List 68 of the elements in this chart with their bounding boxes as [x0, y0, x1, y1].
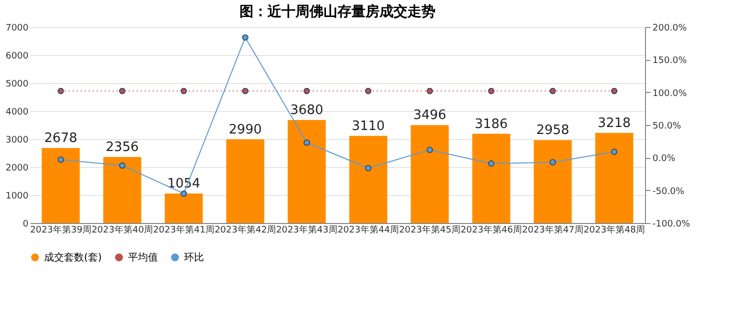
point: [180, 190, 187, 197]
y2-tick-label: 50.0%: [652, 122, 682, 132]
x-tick-label: 2023年第48周: [584, 224, 645, 236]
point: [426, 88, 433, 94]
data-label: 3110: [352, 118, 385, 134]
y2-tick-label: 0.0%: [652, 154, 676, 164]
y-tick-label: 5000: [6, 80, 29, 90]
point: [611, 148, 618, 155]
point: [488, 160, 494, 167]
point: [550, 88, 556, 94]
point: [180, 88, 187, 94]
y-tick-label: 1000: [6, 192, 29, 202]
x-tick-label: 2023年第40周: [92, 224, 153, 236]
point: [242, 34, 248, 41]
bar: [164, 193, 203, 223]
y-tick-label: 3000: [6, 136, 29, 146]
data-label: 2990: [228, 122, 262, 138]
legend-label: 成交套数(套): [44, 251, 102, 264]
bar: [595, 132, 634, 223]
y-tick-label: 4000: [6, 108, 29, 118]
data-label: 3680: [290, 102, 324, 118]
point: [426, 146, 433, 153]
data-label: 3186: [474, 116, 508, 132]
y2-tick-label: 100.0%: [652, 88, 688, 99]
legend-label: 平均值: [128, 251, 158, 264]
x-tick-label: 2023年第43周: [276, 224, 338, 236]
data-label: 2356: [106, 140, 139, 156]
bar: [410, 125, 449, 223]
point: [550, 159, 556, 166]
point: [119, 88, 126, 94]
point: [365, 164, 372, 172]
y-tick-label: 2000: [6, 164, 29, 174]
x-tick-label: 2023年第45周: [399, 224, 460, 236]
x-tick-label: 2023年第42周: [214, 224, 276, 236]
x-tick-label: 2023年第39周: [30, 224, 92, 236]
x-tick-label: 2023年第46周: [460, 224, 522, 236]
point: [304, 88, 310, 94]
data-label: 2678: [44, 131, 78, 146]
point: [242, 88, 248, 94]
point: [365, 88, 372, 94]
data-label: 3218: [598, 116, 631, 131]
bar: [349, 136, 388, 223]
bar: [103, 157, 142, 223]
y-tick-label: 0: [22, 220, 29, 230]
chart-title: 图：近十周佛山存量房成交走势: [240, 3, 436, 20]
x-tick-label: 2023年第41周: [153, 224, 214, 236]
y2-tick-label: 150.0%: [652, 56, 688, 66]
point: [304, 140, 310, 146]
bar: [42, 148, 80, 223]
point: [58, 156, 64, 163]
y2-tick-label: -50.0%: [652, 186, 685, 197]
point: [58, 88, 64, 94]
bar: [534, 140, 572, 223]
y-tick-label: 6000: [6, 52, 29, 62]
x-tick-label: 2023年第47周: [522, 224, 584, 236]
data-label: 3496: [413, 108, 446, 124]
point: [488, 88, 494, 94]
bar: [226, 139, 264, 223]
y-tick-label: 7000: [6, 24, 29, 34]
legend-label: 环比: [184, 251, 204, 264]
bar: [472, 134, 510, 223]
point: [611, 88, 618, 94]
x-tick-label: 2023年第44周: [338, 224, 399, 236]
data-label: 2958: [536, 123, 570, 138]
bar: [288, 120, 326, 223]
y2-tick-label: 200.0%: [652, 24, 688, 34]
point: [119, 162, 126, 169]
y2-tick-label: -100.0%: [652, 220, 691, 230]
